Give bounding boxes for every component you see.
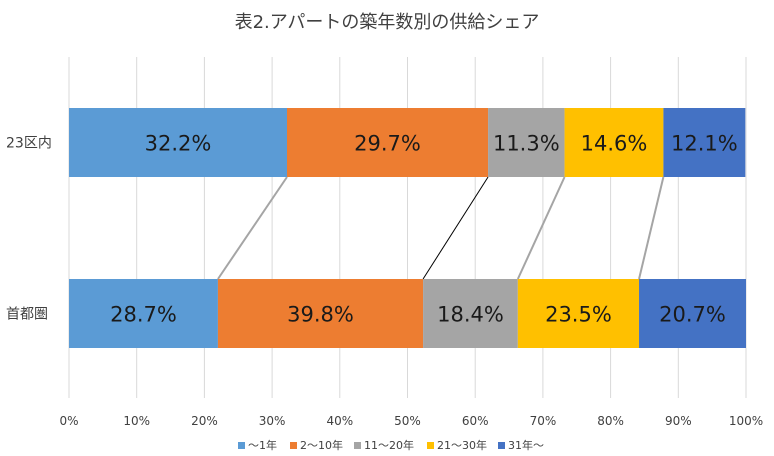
bar-segment	[69, 108, 287, 177]
bar-segment	[488, 108, 565, 177]
data-label: 28.7%	[110, 303, 177, 327]
data-label: 12.1%	[671, 132, 738, 156]
x-tick-label: 20%	[191, 414, 218, 428]
bar-segment	[69, 279, 218, 348]
series-line	[422, 176, 489, 280]
x-tick-label: 90%	[665, 414, 692, 428]
x-tick-label: 30%	[259, 414, 286, 428]
legend-label: ～1年	[248, 438, 277, 452]
legend-label: 21～30年	[437, 438, 487, 452]
chart-title: 表2.アパートの築年数別の供給シェア	[235, 12, 540, 33]
legend-swatch	[498, 442, 505, 449]
bar-segment	[217, 279, 424, 348]
legend-swatch	[238, 442, 245, 449]
x-tick-label: 80%	[597, 414, 624, 428]
legend-swatch	[427, 442, 434, 449]
legend-label: 31年～	[508, 438, 544, 452]
series-lines	[217, 176, 665, 280]
data-label: 20.7%	[659, 303, 726, 327]
series-line	[217, 176, 288, 280]
legend-label: 2～10年	[300, 438, 343, 452]
data-label: 32.2%	[145, 132, 212, 156]
series-line	[638, 176, 665, 280]
legend-item: 31年～	[498, 438, 544, 452]
legend-swatch	[290, 442, 297, 449]
bars: 32.2% 29.7% 11.3% 14.6% 12.1% 28.7% 39.8% 18.4%…	[69, 108, 746, 348]
legend-item: 11～20年	[354, 438, 414, 452]
data-label: 18.4%	[437, 303, 504, 327]
legend-item: 2～10年	[290, 438, 343, 452]
category-label: 首都圏	[6, 307, 48, 323]
x-tick-label: 50%	[394, 414, 421, 428]
bar-segment	[423, 279, 518, 348]
legend-item: 21～30年	[427, 438, 487, 452]
x-tick-label: 100%	[729, 414, 763, 428]
x-tick-label: 70%	[530, 414, 557, 428]
data-label: 11.3%	[493, 132, 560, 156]
category-label: 23区内	[6, 136, 52, 152]
legend-item: ～1年	[238, 438, 277, 452]
x-tick-label: 40%	[326, 414, 353, 428]
bar-segment	[639, 279, 746, 348]
legend: ～1年 2～10年 11～20年 21～30年 31年～	[238, 438, 544, 452]
bar-segment	[564, 108, 664, 177]
bar-segment	[517, 279, 640, 348]
data-label: 29.7%	[354, 132, 421, 156]
x-tick-label: 0%	[59, 414, 78, 428]
series-line	[516, 176, 566, 280]
legend-swatch	[354, 442, 361, 449]
bar-segment	[286, 108, 489, 177]
x-tick-label: 10%	[123, 414, 150, 428]
x-tick-labels: 0% 10% 20% 30% 40% 50% 60% 70% 80% 90% 100%	[59, 414, 763, 428]
x-tick-label: 60%	[462, 414, 489, 428]
legend-label: 11～20年	[364, 438, 414, 452]
bar-segment	[663, 108, 746, 177]
data-label: 39.8%	[287, 303, 354, 327]
data-label: 23.5%	[545, 303, 612, 327]
data-label: 14.6%	[581, 132, 648, 156]
